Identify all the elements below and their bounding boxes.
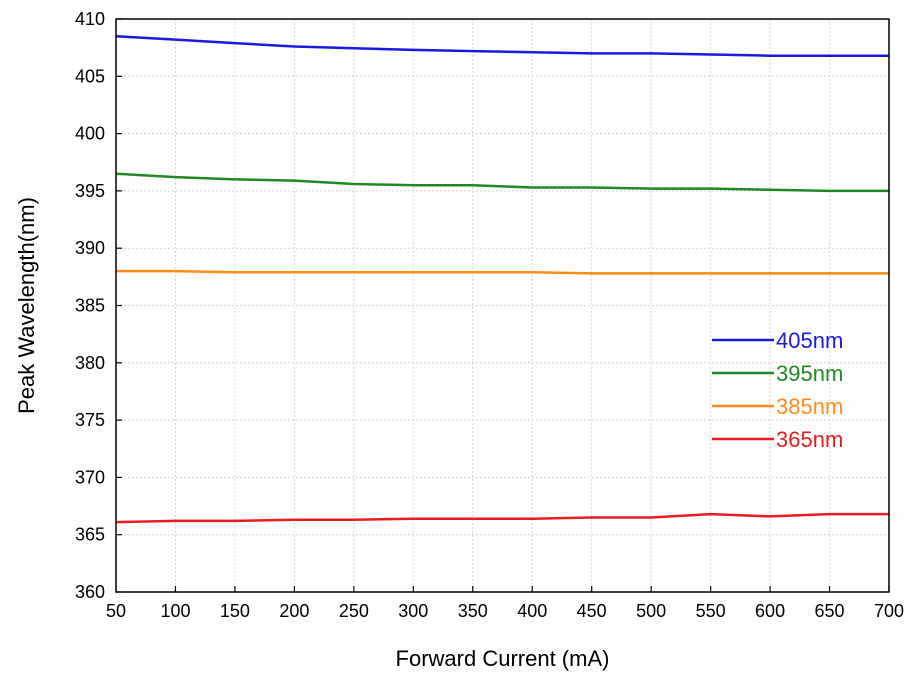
series-lines [115,34,889,524]
y-tick-label: 395 [75,181,105,201]
series-line-385nm [116,269,889,275]
series-line-395nm [115,172,889,193]
x-tick-label: 600 [755,601,785,621]
legend-label: 395nm [776,361,843,386]
y-axis-title: Peak Wavelength(nm) [14,197,39,414]
x-tick-label: 50 [106,601,126,621]
legend: 405nm 395nm 385nm 365nm [712,328,843,452]
axis-ticks: 50 100 150 200 250 300 350 400 450 500 550 600 650 70… [75,9,904,621]
y-tick-label: 405 [75,66,105,86]
x-tick-label: 700 [874,601,904,621]
legend-label: 365nm [776,427,843,452]
grid-lines [115,18,890,593]
legend-label: 385nm [776,394,843,419]
y-tick-label: 380 [75,353,105,373]
x-tick-label: 200 [279,601,309,621]
x-tick-label: 250 [339,601,369,621]
y-tick-label: 365 [75,525,105,545]
y-tick-label: 375 [75,410,105,430]
x-tick-label: 450 [577,601,607,621]
x-tick-label: 350 [458,601,488,621]
x-tick-label: 150 [220,601,250,621]
x-tick-label: 650 [815,601,845,621]
x-axis-title: Forward Current (mA) [396,646,610,671]
x-tick-label: 100 [160,601,190,621]
y-tick-label: 360 [75,582,105,602]
y-tick-label: 410 [75,9,105,29]
y-tick-label: 370 [75,467,105,487]
x-tick-label: 300 [398,601,428,621]
series-line-365nm [115,512,889,524]
y-tick-label: 385 [75,296,105,316]
legend-label: 405nm [776,328,843,353]
x-tick-label: 550 [696,601,726,621]
x-tick-label: 400 [517,601,547,621]
x-tick-label: 500 [636,601,666,621]
y-tick-label: 400 [75,124,105,144]
series-line-405nm [115,34,889,57]
y-tick-label: 390 [75,238,105,258]
